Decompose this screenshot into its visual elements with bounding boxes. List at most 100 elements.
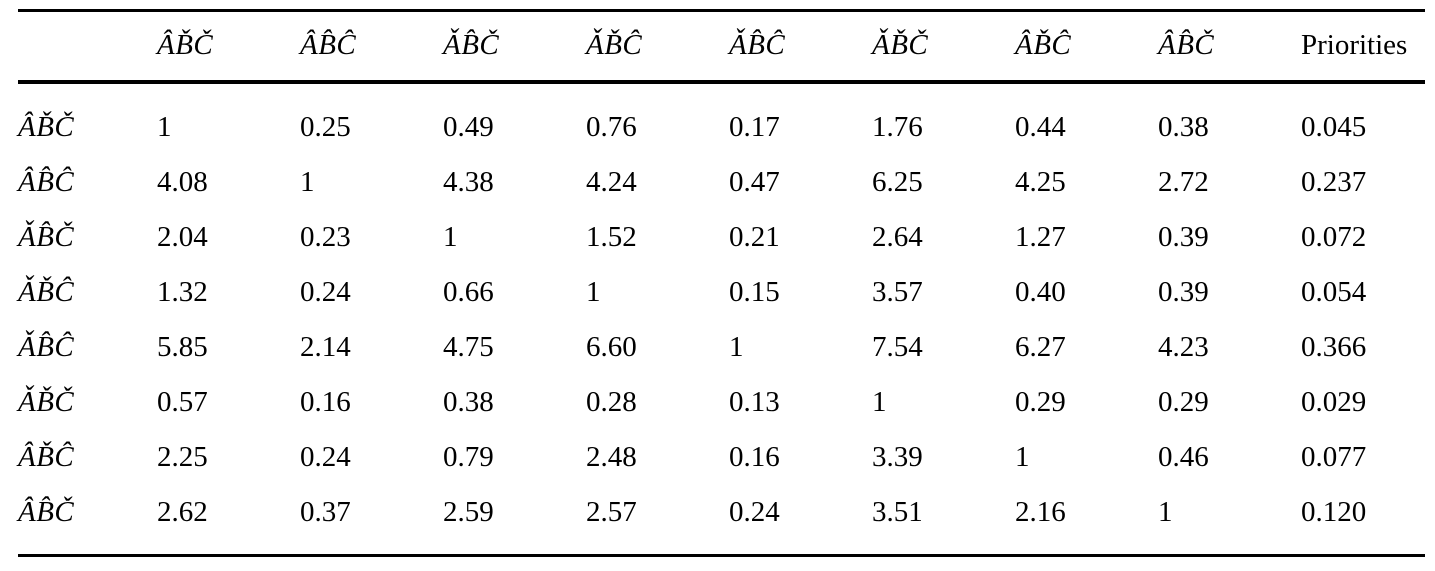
table-cell: 4.75 xyxy=(443,330,494,363)
table-cell: 1 xyxy=(872,385,887,418)
table-row: ÂB̂Ĉ 4.08 1 4.38 4.24 0.47 6.25 4.25 2.72 0.237 xyxy=(18,155,1425,210)
row-label: ÂB̌Č xyxy=(18,110,75,143)
priority-cell: 0.045 xyxy=(1301,110,1367,143)
row-label: ǍB̌Ĉ xyxy=(18,275,75,308)
table-cell: 0.29 xyxy=(1015,385,1066,418)
table-cell: 0.17 xyxy=(729,110,780,143)
table-cell: 0.40 xyxy=(1015,275,1066,308)
table-cell: 0.37 xyxy=(300,495,351,528)
priorities-column-header: Priorities xyxy=(1301,29,1408,62)
table-cell: 2.48 xyxy=(586,440,637,473)
table-row: ǍB̌Ĉ 1.32 0.24 0.66 1 0.15 3.57 0.40 0.39 0.054 xyxy=(18,265,1425,320)
table-cell: 0.76 xyxy=(586,110,637,143)
table-cell: 0.25 xyxy=(300,110,351,143)
table-cell: 6.25 xyxy=(872,165,923,198)
table-cell: 2.25 xyxy=(157,440,208,473)
table-row: ÂB̌Ĉ 2.25 0.24 0.79 2.48 0.16 3.39 1 0.46 0.077 xyxy=(18,430,1425,485)
table-row: ÂB̂Č 2.62 0.37 2.59 2.57 0.24 3.51 2.16 1 0.120 xyxy=(18,485,1425,556)
priority-cell: 0.077 xyxy=(1301,440,1367,473)
table-row: ǍB̌Č 0.57 0.16 0.38 0.28 0.13 1 0.29 0.29 0.029 xyxy=(18,375,1425,430)
table-cell: 3.57 xyxy=(872,275,923,308)
row-label: ÂB̂Č xyxy=(18,495,75,528)
table-cell: 0.44 xyxy=(1015,110,1066,143)
table-cell: 1.32 xyxy=(157,275,208,308)
column-header: ǍB̂Ĉ xyxy=(729,29,786,62)
table-body: ÂB̌Č 1 0.25 0.49 0.76 0.17 1.76 0.44 0.38 0.045… xyxy=(18,82,1425,556)
table-cell: 0.39 xyxy=(1158,275,1209,308)
column-header: ÂB̂Č xyxy=(1158,29,1215,62)
table-cell: 5.85 xyxy=(157,330,208,363)
table-cell: 0.16 xyxy=(729,440,780,473)
table-cell: 1 xyxy=(1015,440,1030,473)
table-cell: 0.24 xyxy=(729,495,780,528)
column-header: ǍB̂Č xyxy=(443,29,500,62)
table-cell: 0.38 xyxy=(443,385,494,418)
table-cell: 1 xyxy=(729,330,744,363)
column-header: ÂB̌Č xyxy=(157,29,214,62)
table-cell: 0.47 xyxy=(729,165,780,198)
row-label: ǍB̂Ĉ xyxy=(18,330,75,363)
table-cell: 0.28 xyxy=(586,385,637,418)
table-cell: 0.79 xyxy=(443,440,494,473)
table-cell: 0.23 xyxy=(300,220,351,253)
table-cell: 0.57 xyxy=(157,385,208,418)
table-cell: 2.62 xyxy=(157,495,208,528)
column-header: ÂB̌Ĉ xyxy=(1015,29,1072,62)
table-cell: 1.76 xyxy=(872,110,923,143)
table-cell: 1.52 xyxy=(586,220,637,253)
table-cell: 2.64 xyxy=(872,220,923,253)
table-cell: 1 xyxy=(1158,495,1173,528)
table-cell: 1 xyxy=(300,165,315,198)
header-row: ÂB̌Č ÂB̂Ĉ ǍB̂Č ǍB̌Ĉ ǍB̂Ĉ ǍB̌C… xyxy=(18,11,1425,82)
column-header: ǍB̌Č xyxy=(872,29,929,62)
table-cell: 2.72 xyxy=(1158,165,1209,198)
table-row: ÂB̌Č 1 0.25 0.49 0.76 0.17 1.76 0.44 0.38 0.045 xyxy=(18,82,1425,155)
table-cell: 0.15 xyxy=(729,275,780,308)
table-cell: 4.23 xyxy=(1158,330,1209,363)
table-cell: 2.16 xyxy=(1015,495,1066,528)
priority-cell: 0.029 xyxy=(1301,385,1367,418)
table-cell: 0.66 xyxy=(443,275,494,308)
row-label: ÂB̂Ĉ xyxy=(18,165,75,198)
corner-cell xyxy=(18,11,157,82)
table-cell: 0.13 xyxy=(729,385,780,418)
table-cell: 4.25 xyxy=(1015,165,1066,198)
table-cell: 7.54 xyxy=(872,330,923,363)
table-cell: 0.21 xyxy=(729,220,780,253)
table-cell: 4.08 xyxy=(157,165,208,198)
table-cell: 6.27 xyxy=(1015,330,1066,363)
table-cell: 0.39 xyxy=(1158,220,1209,253)
table-cell: 0.29 xyxy=(1158,385,1209,418)
table-cell: 0.16 xyxy=(300,385,351,418)
table-cell: 2.04 xyxy=(157,220,208,253)
table-cell: 4.24 xyxy=(586,165,637,198)
table-row: ǍB̂Č 2.04 0.23 1 1.52 0.21 2.64 1.27 0.39 0.072 xyxy=(18,210,1425,265)
table-cell: 0.24 xyxy=(300,275,351,308)
table-cell: 2.14 xyxy=(300,330,351,363)
table-cell: 6.60 xyxy=(586,330,637,363)
row-label: ǍB̂Č xyxy=(18,220,75,253)
table-cell: 1 xyxy=(443,220,458,253)
table-cell: 0.38 xyxy=(1158,110,1209,143)
priority-cell: 0.366 xyxy=(1301,330,1367,363)
table-cell: 1.27 xyxy=(1015,220,1066,253)
table-cell: 4.38 xyxy=(443,165,494,198)
table-cell: 0.46 xyxy=(1158,440,1209,473)
table-cell: 0.24 xyxy=(300,440,351,473)
table-cell: 2.57 xyxy=(586,495,637,528)
priority-cell: 0.237 xyxy=(1301,165,1367,198)
table-cell: 3.51 xyxy=(872,495,923,528)
table-cell: 1 xyxy=(157,110,172,143)
column-header: ÂB̂Ĉ xyxy=(300,29,357,62)
table-row: ǍB̂Ĉ 5.85 2.14 4.75 6.60 1 7.54 6.27 4.23 0.366 xyxy=(18,320,1425,375)
priority-cell: 0.054 xyxy=(1301,275,1367,308)
table-cell: 2.59 xyxy=(443,495,494,528)
table-cell: 3.39 xyxy=(872,440,923,473)
row-label: ǍB̌Č xyxy=(18,385,75,418)
table-cell: 1 xyxy=(586,275,601,308)
pairwise-comparison-table: ÂB̌Č ÂB̂Ĉ ǍB̂Č ǍB̌Ĉ ǍB̂Ĉ ǍB̌C… xyxy=(18,9,1425,557)
priority-cell: 0.072 xyxy=(1301,220,1367,253)
priority-cell: 0.120 xyxy=(1301,495,1367,528)
row-label: ÂB̌Ĉ xyxy=(18,440,75,473)
